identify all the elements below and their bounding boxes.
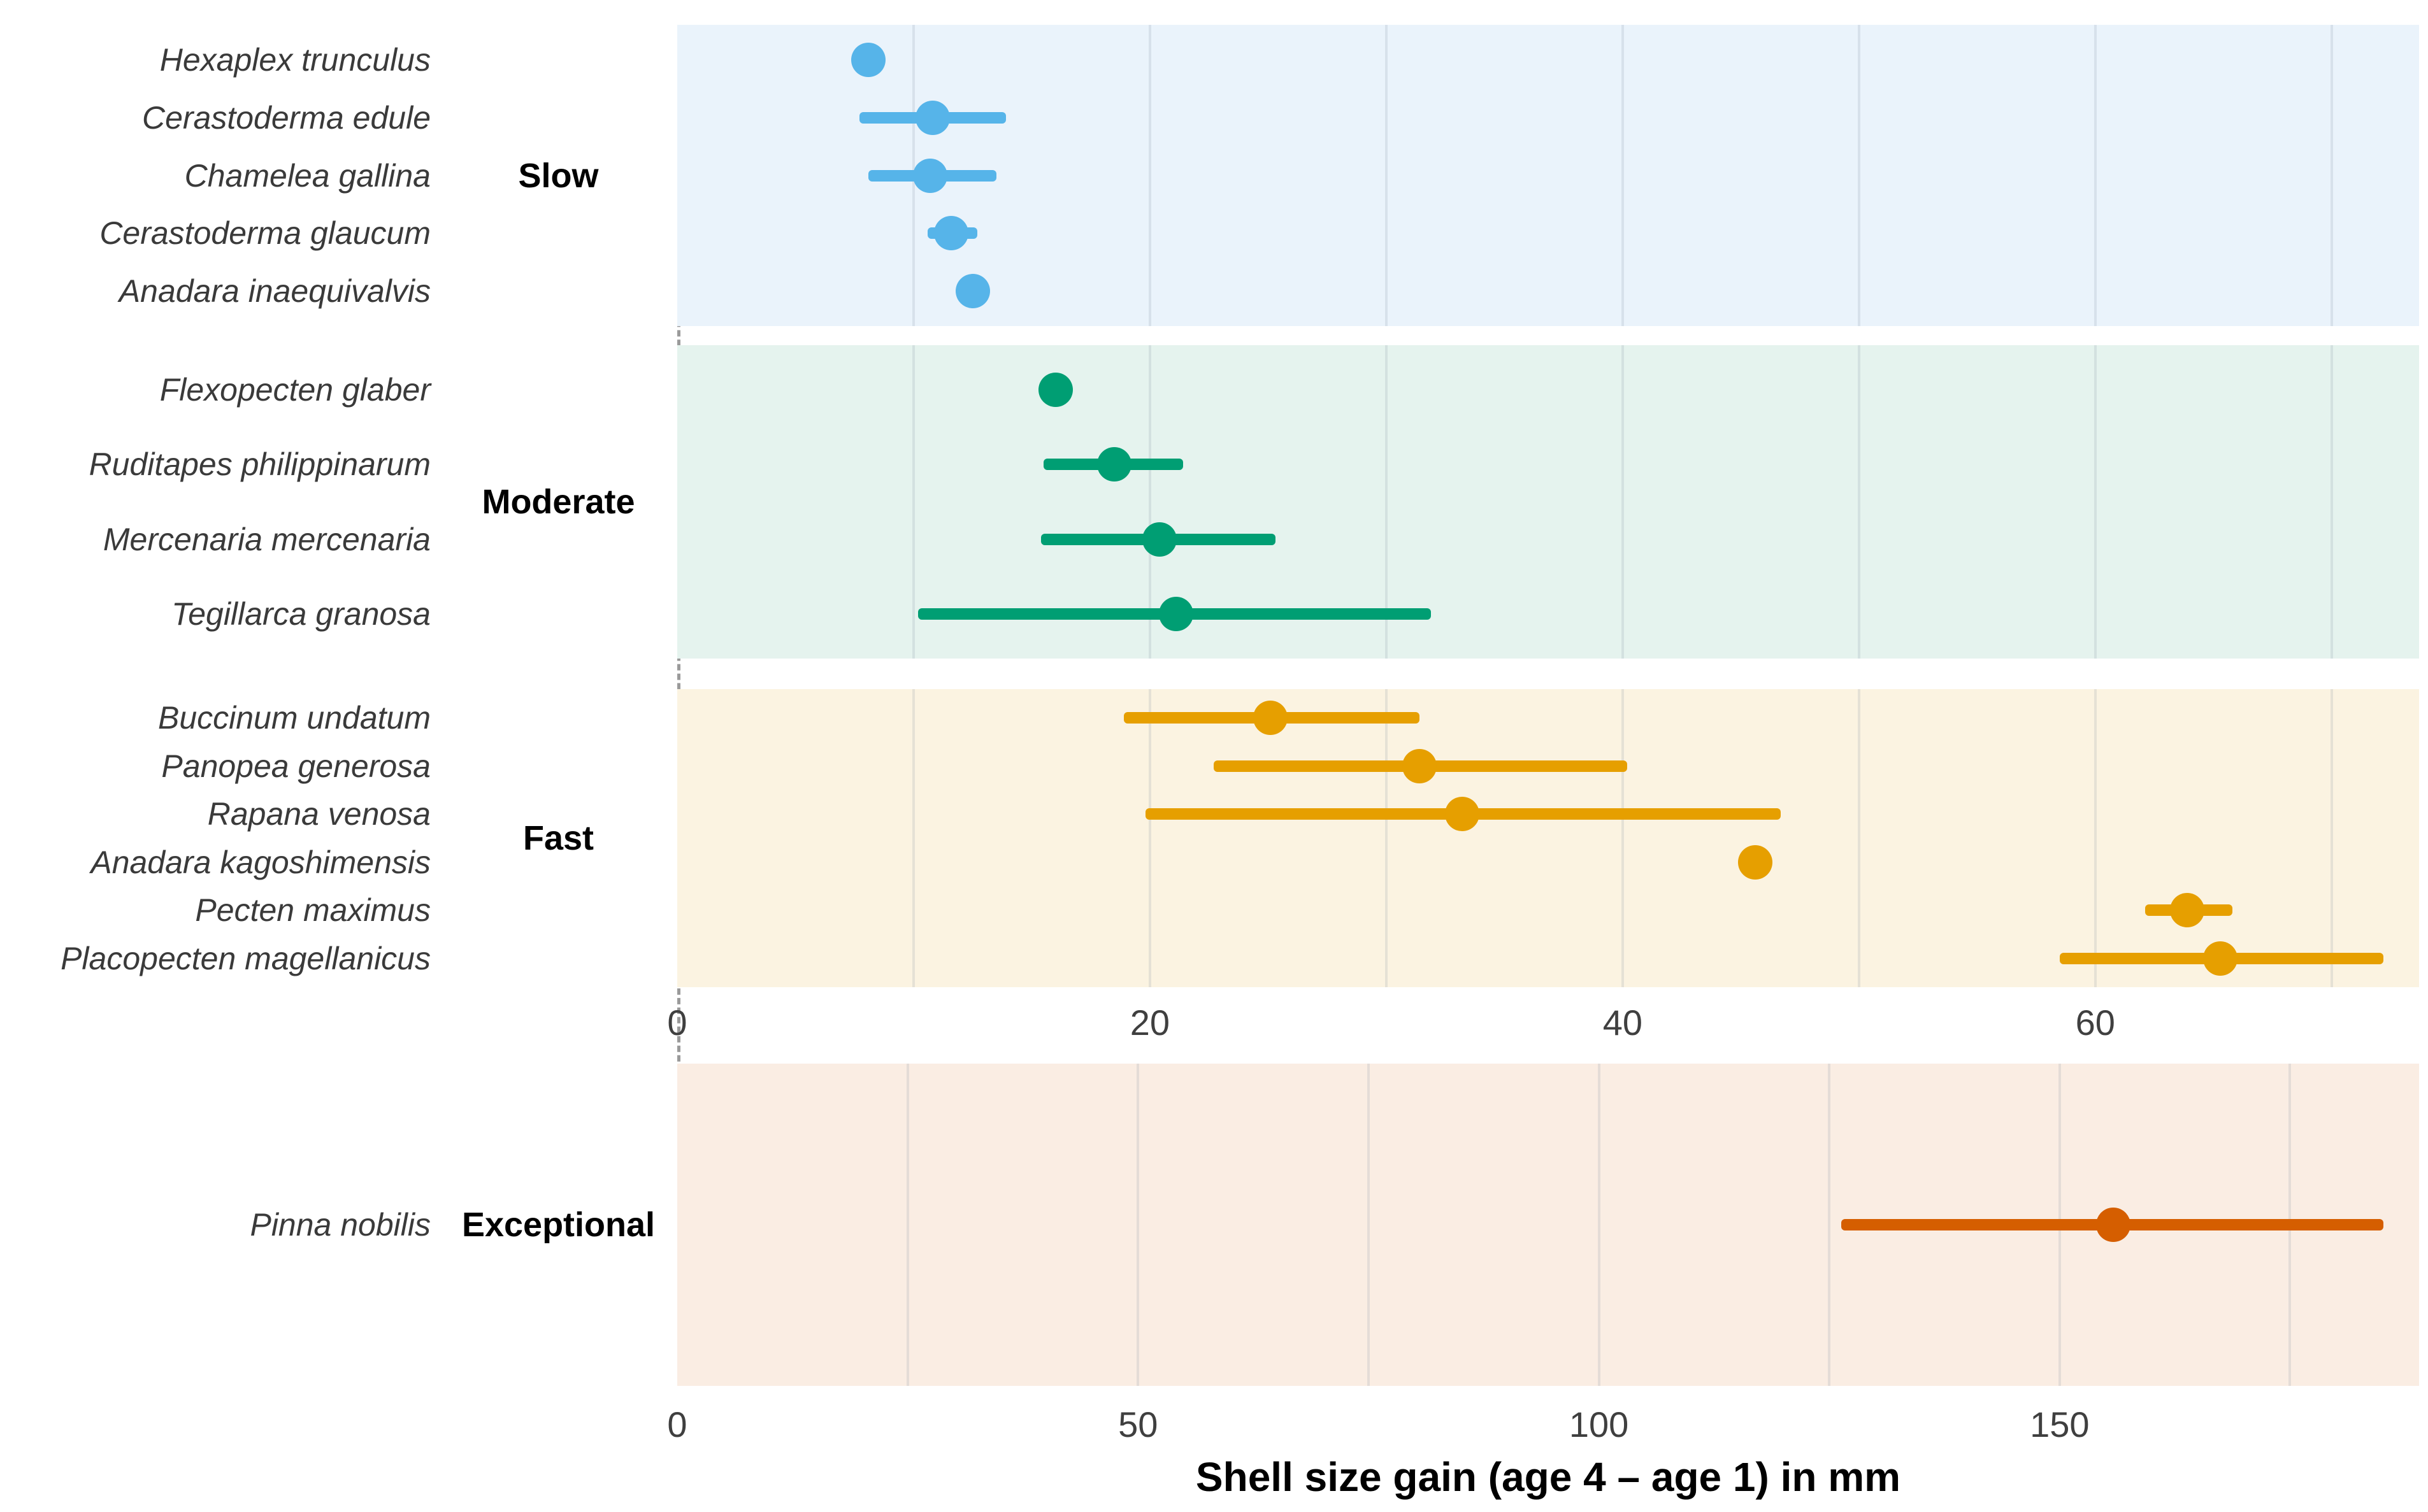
species-label: Tegillarca granosa [171, 596, 431, 632]
species-label: Cerastoderma edule [141, 99, 431, 136]
point-estimate [934, 216, 969, 251]
species-label: Ruditapes philippinarum [89, 446, 431, 483]
facet-panel [677, 345, 2419, 659]
species-label: Panopea generosa [161, 748, 431, 784]
x-tick-label: 150 [2030, 1404, 2090, 1444]
minor-gridline [1857, 25, 1860, 326]
minor-gridline [2330, 25, 2333, 326]
minor-gridline [1384, 345, 1388, 659]
minor-gridline [1621, 25, 1624, 326]
point-estimate [2170, 893, 2205, 928]
species-label: Hexaplex trunculus [159, 41, 431, 78]
minor-gridline [2094, 689, 2097, 987]
minor-gridline [2094, 345, 2097, 659]
group-label-column: Exceptional [440, 1064, 677, 1386]
species-label-column: Pinna nobilis [0, 1064, 440, 1386]
species-label-column: Buccinum undatum Panopea generosa Rapana v… [0, 689, 440, 987]
point-estimate [1402, 748, 1437, 783]
x-tick-label: 60 [2075, 1002, 2115, 1043]
point-estimate [1737, 845, 1772, 880]
point-estimate [1253, 701, 1288, 736]
minor-gridline [1384, 689, 1388, 987]
minor-gridline [1857, 345, 1860, 659]
point-estimate [915, 100, 950, 135]
x-tick-label: 100 [1569, 1404, 1629, 1444]
x-tick-label: 50 [1118, 1404, 1158, 1444]
species-label: Anadara kagoshimensis [90, 844, 431, 880]
x-tick-label: 0 [667, 1404, 687, 1444]
facet-panel [677, 689, 2419, 987]
minor-gridline [1148, 345, 1151, 659]
species-label: Pecten maximus [195, 892, 431, 929]
group-label-column: Slow [440, 25, 677, 326]
group-label: Exceptional [461, 1206, 656, 1244]
point-estimate [1158, 596, 1193, 631]
species-label: Anadara inaequivalvis [119, 273, 431, 310]
minor-gridline [1621, 345, 1624, 659]
minor-gridline [2094, 25, 2097, 326]
minor-gridline [1148, 689, 1151, 987]
point-estimate [851, 42, 886, 77]
point-estimate [1444, 797, 1479, 832]
minor-gridline [1621, 689, 1624, 987]
x-axis-strip-1: 0 20 40 60 [667, 987, 2419, 1059]
facet-band-exceptional: Pinna nobilis Exceptional [0, 1064, 2428, 1386]
minor-gridline [1857, 689, 1860, 987]
species-label: Pinna nobilis [250, 1207, 431, 1243]
species-label: Rapana venosa [207, 796, 431, 832]
species-label: Mercenaria mercenaria [103, 521, 431, 557]
facet-band-moderate: Flexopecten glaber Ruditapes philippinaru… [0, 345, 2428, 659]
x-axis-strip-2: 0 50 100 150 [667, 1386, 2419, 1464]
group-label-column: Moderate [440, 345, 677, 659]
facet-band-fast: Buccinum undatum Panopea generosa Rapana v… [0, 689, 2428, 987]
minor-gridline [2330, 345, 2333, 659]
facet-band-slow: Hexaplex trunculus Cerastoderma edule Cham… [0, 25, 2428, 326]
minor-gridline [1148, 25, 1151, 326]
minor-gridline [1828, 1064, 1831, 1386]
group-label: Fast [522, 819, 594, 857]
species-label: Cerastoderma glaucum [99, 215, 431, 252]
x-tick-label: 0 [667, 1002, 687, 1043]
x-tick-label: 40 [1602, 1002, 1642, 1043]
species-label: Buccinum undatum [157, 700, 431, 736]
facet-panel [677, 1064, 2419, 1386]
group-label: Moderate [482, 483, 635, 521]
species-label-column: Hexaplex trunculus Cerastoderma edule Cham… [0, 25, 440, 326]
minor-gridline [1367, 1064, 1370, 1386]
point-estimate [1038, 373, 1073, 408]
facet-panel [677, 25, 2419, 326]
minor-gridline [1137, 1064, 1140, 1386]
x-tick-label: 20 [1130, 1002, 1170, 1043]
minor-gridline [906, 1064, 909, 1386]
x-axis-title: Shell size gain (age 4 – age 1) in mm [1195, 1454, 1901, 1500]
minor-gridline [1384, 25, 1388, 326]
species-label: Placopecten magellanicus [61, 940, 431, 976]
group-label: Slow [518, 156, 599, 195]
minor-gridline [2330, 689, 2333, 987]
minor-gridline [912, 345, 915, 659]
point-estimate [912, 158, 947, 193]
minor-gridline [1597, 1064, 1600, 1386]
species-label-column: Flexopecten glaber Ruditapes philippinaru… [0, 345, 440, 659]
point-estimate [1097, 447, 1132, 482]
minor-gridline [912, 689, 915, 987]
point-estimate [955, 274, 990, 309]
species-label: Chamelea gallina [184, 157, 431, 194]
group-label-column: Fast [440, 689, 677, 987]
point-estimate [2095, 1208, 2130, 1242]
point-estimate [1142, 522, 1177, 557]
point-estimate [2203, 941, 2238, 976]
species-label: Flexopecten glaber [159, 372, 431, 408]
